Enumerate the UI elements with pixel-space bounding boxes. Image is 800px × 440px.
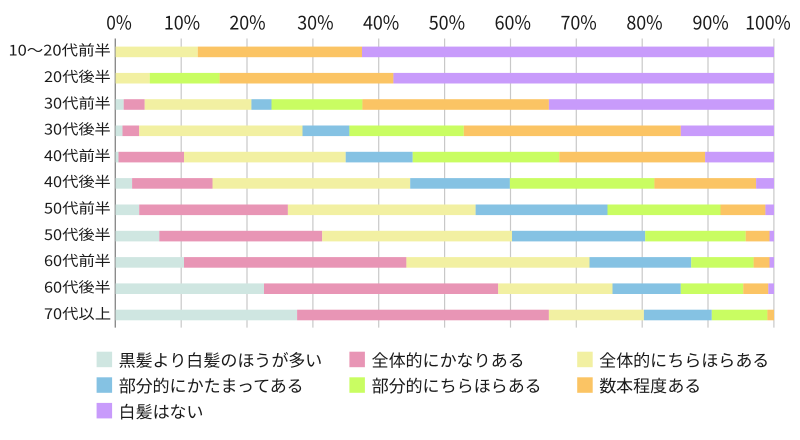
svg-text:部分的にちらほらある: 部分的にちらほらある [372,372,542,397]
svg-text:全体的にちらほらある: 全体的にちらほらある [599,347,769,372]
svg-text:60代後半: 60代後半 [44,277,111,298]
svg-text:60代前半: 60代前半 [44,250,111,271]
svg-text:70%: 70% [560,8,596,36]
svg-text:90%: 90% [692,8,728,36]
svg-text:100%: 100% [745,8,791,36]
svg-text:20%: 20% [229,8,265,36]
svg-text:20代後半: 20代後半 [44,66,111,87]
svg-text:10〜20代前半: 10〜20代前半 [9,40,112,61]
svg-text:30代後半: 30代後半 [44,119,111,140]
svg-text:部分的にかたまってある: 部分的にかたまってある [119,372,304,397]
svg-text:80%: 80% [626,8,662,36]
svg-text:50代後半: 50代後半 [44,224,111,245]
svg-text:黒髪より白髪のほうが多い: 黒髪より白髪のほうが多い [119,347,323,372]
svg-text:50%: 50% [429,8,465,36]
svg-text:60%: 60% [495,8,531,36]
svg-text:40%: 40% [363,8,399,36]
svg-text:30代前半: 30代前半 [44,92,111,113]
svg-text:10%: 10% [164,8,200,36]
svg-text:数本程度ある: 数本程度ある [599,372,701,397]
svg-text:40代後半: 40代後半 [44,171,111,192]
svg-text:全体的にかなりある: 全体的にかなりある [372,347,525,372]
svg-text:70代以上: 70代以上 [44,303,112,324]
svg-text:白髪はない: 白髪はない [119,398,204,423]
svg-text:40代前半: 40代前半 [44,145,111,166]
svg-text:50代前半: 50代前半 [44,198,111,219]
svg-text:0%: 0% [106,8,132,36]
svg-text:30%: 30% [297,8,333,36]
